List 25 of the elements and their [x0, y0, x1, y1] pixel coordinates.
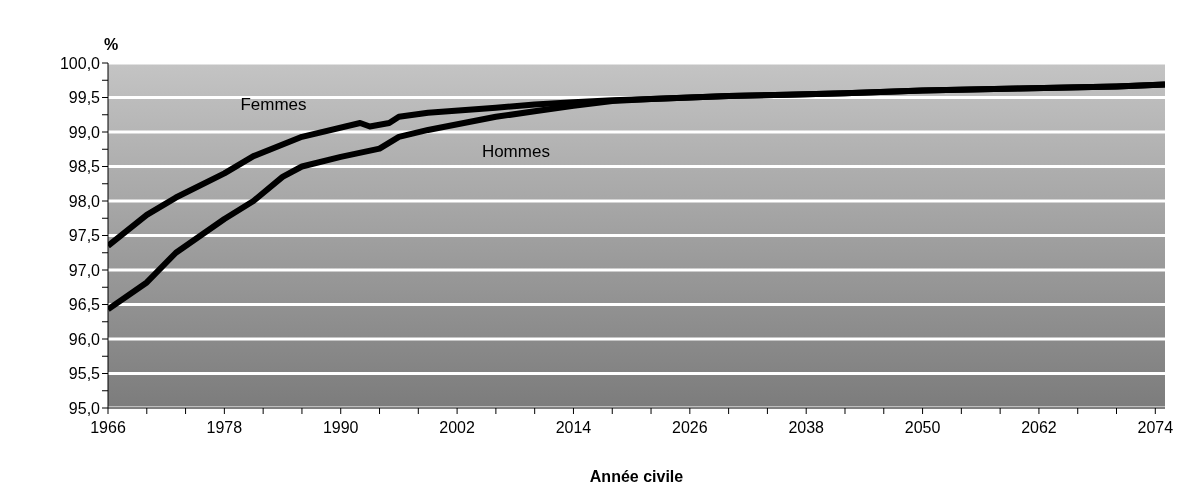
y-tick-label: 100,0: [59, 54, 101, 72]
series-label: Femmes: [240, 95, 307, 115]
y-tick-label: 97,0: [68, 261, 101, 279]
y-tick-label: 99,0: [68, 123, 101, 141]
x-axis-title: Année civile: [589, 468, 684, 485]
x-tick-label: 2026: [672, 419, 708, 437]
x-tick-label: 1990: [322, 419, 359, 437]
y-tick-label: 95,0: [68, 399, 101, 417]
y-tick-label: 96,0: [68, 330, 101, 348]
y-tick-label: 95,5: [68, 365, 101, 383]
y-tick-label: 98,5: [68, 158, 101, 176]
series-label: Hommes: [481, 141, 550, 161]
y-tick-label: 99,5: [68, 89, 101, 107]
y-axis-title: %: [104, 36, 119, 54]
y-tick-label: 96,5: [68, 296, 101, 314]
x-tick-label: 1966: [90, 419, 126, 437]
x-tick-label: 2014: [555, 419, 592, 437]
x-tick-label: 2050: [904, 419, 941, 437]
x-tick-label: 2074: [1137, 419, 1174, 437]
x-tick-label: 2002: [439, 419, 475, 437]
x-tick-label: 2038: [788, 419, 825, 437]
y-tick-label: 98,0: [68, 192, 101, 210]
x-tick-label: 1978: [206, 419, 243, 437]
y-tick-label: 97,5: [68, 227, 101, 245]
x-tick-label: 2062: [1021, 419, 1057, 437]
